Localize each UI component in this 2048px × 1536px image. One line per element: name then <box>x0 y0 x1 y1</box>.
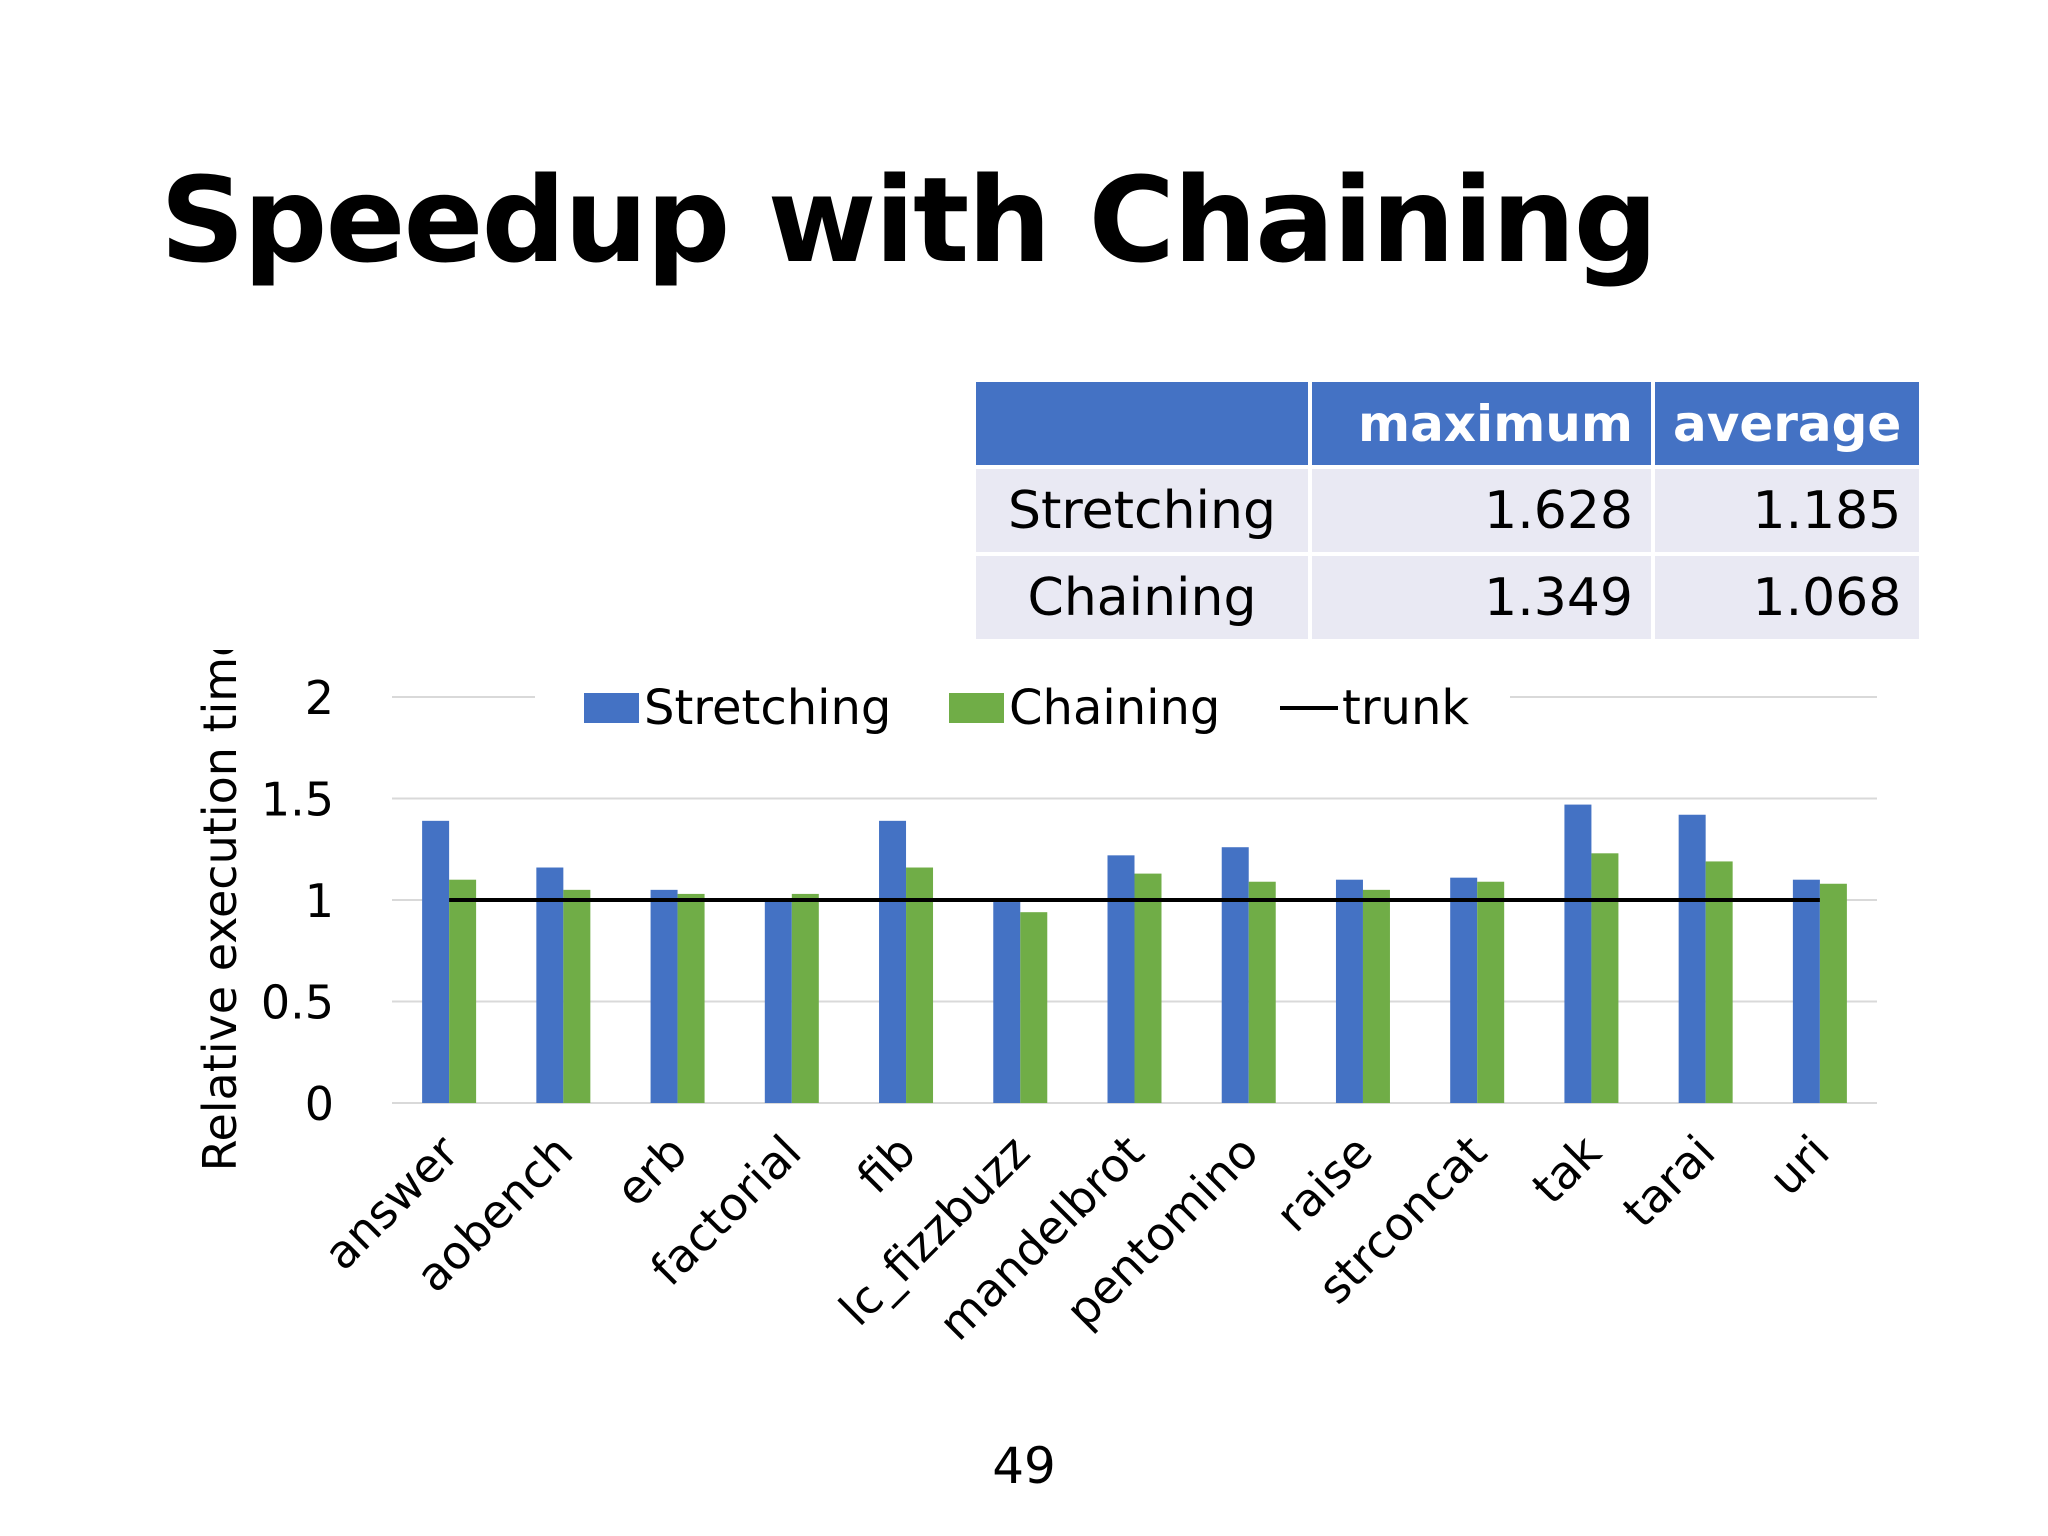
summary-table-cell-average: 1.068 <box>1650 552 1924 643</box>
chart-legend: Stretching Chaining trunk <box>535 654 1510 736</box>
chart-bar-chaining <box>449 879 477 1103</box>
summary-table-cell-maximum: 1.349 <box>1308 552 1655 643</box>
chart-y-tick-label: 1.5 <box>261 773 334 827</box>
chart-bar-stretching <box>650 889 678 1103</box>
chart-bar-stretching <box>879 820 907 1103</box>
chart-x-tick-label: tarai <box>1612 1125 1725 1238</box>
chart-bar-chaining <box>1819 883 1847 1103</box>
summary-table-corner-cell <box>972 378 1312 469</box>
chart-legend-swatch <box>584 693 639 723</box>
chart-bar-chaining <box>1248 881 1276 1103</box>
summary-table-header-row: maximum average <box>972 378 1924 469</box>
chart-bar-stretching <box>1792 879 1820 1103</box>
chart-bar-stretching <box>1335 879 1363 1103</box>
chart-y-tick-label: 2 <box>305 671 334 725</box>
chart-y-tick-label: 0.5 <box>261 976 334 1030</box>
chart-legend-background <box>535 654 1510 710</box>
slide-title: Speedup with Chaining <box>160 151 1658 289</box>
chart-y-tick-labels: 0 0.5 1 1.5 2 <box>261 671 334 1131</box>
chart-y-axis-label-group: Relative execution time <box>193 650 247 1171</box>
chart-y-tick-label: 1 <box>305 874 334 928</box>
chart-bar-chaining <box>1020 912 1048 1103</box>
chart-legend-label: Stretching <box>644 680 891 736</box>
chart-bar-chaining <box>906 867 934 1103</box>
chart-x-tick-label: uri <box>1758 1125 1839 1206</box>
chart-bar-chaining <box>1362 889 1390 1103</box>
chart-y-tick-label: 0 <box>305 1077 334 1131</box>
summary-table-row-chaining: Chaining 1.349 1.068 <box>972 552 1924 643</box>
chart-bar-chaining <box>1134 873 1162 1103</box>
chart-legend-label: trunk <box>1342 680 1469 736</box>
chart-x-tick-label: tak <box>1521 1124 1611 1214</box>
chart-bar-stretching <box>422 820 450 1103</box>
summary-table-cell-maximum: 1.628 <box>1308 465 1655 556</box>
summary-table-header-average: average <box>1650 378 1924 469</box>
chart-bar-stretching <box>1450 877 1478 1103</box>
chart-bar-stretching <box>1564 804 1592 1103</box>
chart-legend-label: Chaining <box>1009 680 1220 736</box>
summary-table-row-stretching: Stretching 1.628 1.185 <box>972 465 1924 556</box>
chart-bar-chaining <box>791 893 819 1103</box>
summary-table: maximum average Stretching 1.628 1.185 C… <box>972 378 1924 643</box>
chart-bar-stretching <box>1678 814 1706 1103</box>
chart-bar-stretching <box>536 867 564 1103</box>
chart-bar-stretching <box>764 900 792 1103</box>
chart-x-tick-label: erb <box>605 1125 697 1217</box>
chart-bar-stretching <box>1107 855 1135 1103</box>
chart-bars <box>422 804 1847 1103</box>
chart-bar-chaining <box>1477 881 1505 1103</box>
chart-bar-stretching <box>1221 847 1249 1103</box>
chart-bar-stretching <box>993 902 1021 1103</box>
summary-table-row-label: Stretching <box>972 465 1312 556</box>
chart-legend-swatch <box>949 693 1004 723</box>
chart-bar-chaining <box>1591 853 1619 1103</box>
page-number: 49 <box>992 1437 1056 1495</box>
summary-table-cell-average: 1.185 <box>1650 465 1924 556</box>
summary-table-row-label: Chaining <box>972 552 1312 643</box>
summary-table-header-maximum: maximum <box>1308 378 1655 469</box>
chart-bar-chaining <box>677 893 705 1103</box>
chart-x-tick-label: fib <box>846 1125 925 1204</box>
chart-bar-chaining <box>1705 861 1733 1103</box>
chart-y-axis-label: Relative execution time <box>193 650 247 1171</box>
chart-bar-chaining <box>563 889 591 1103</box>
